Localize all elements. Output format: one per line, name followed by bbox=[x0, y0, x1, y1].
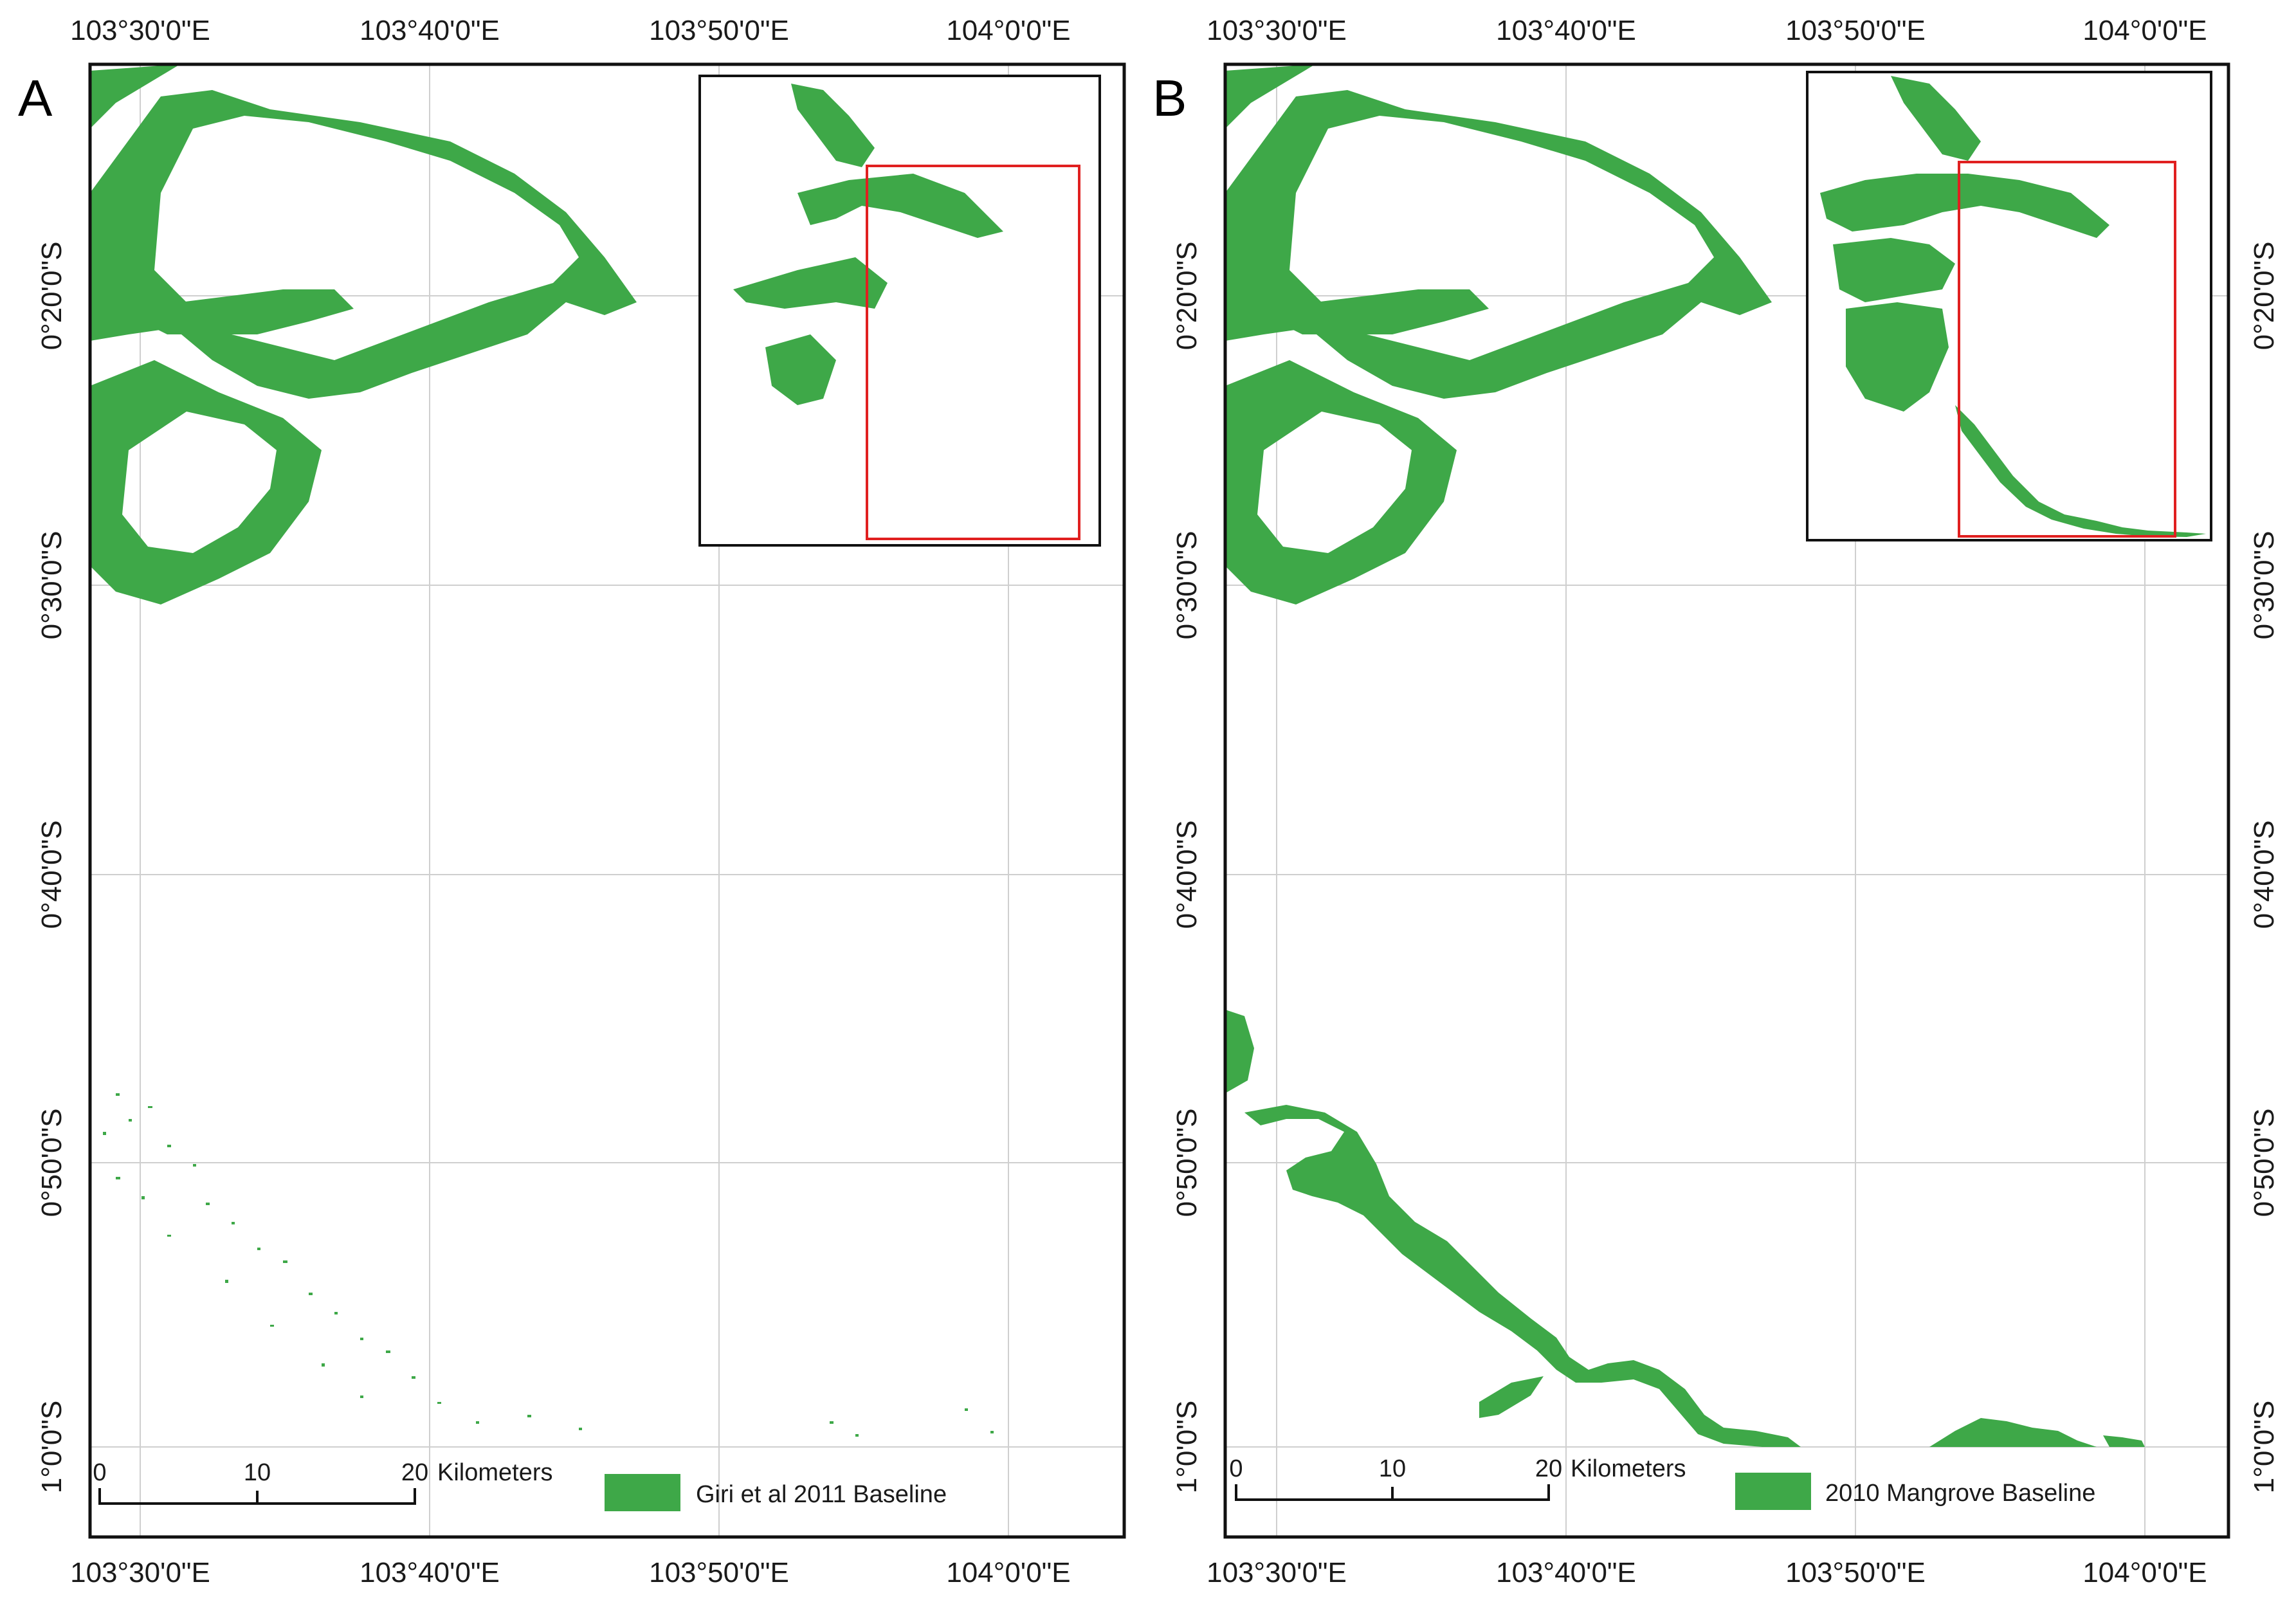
map-frame bbox=[88, 62, 1126, 1539]
lon-label-bottom: 104°0'0"E bbox=[2082, 1557, 2207, 1588]
panel-b: B bbox=[1153, 15, 2280, 1588]
lat-label-right: 0°40'0"S bbox=[2248, 821, 2280, 929]
scale-unit-label: Kilometers bbox=[437, 1459, 553, 1486]
scale-tick-label: 10 bbox=[1379, 1455, 1406, 1482]
inset-extent-box bbox=[1958, 161, 2176, 538]
lon-label-bottom: 104°0'0"E bbox=[946, 1557, 1070, 1588]
legend: Giri et al 2011 Baseline bbox=[605, 1474, 947, 1511]
lat-label-left: 0°20'0"S bbox=[1171, 242, 1203, 350]
lat-label-left: 0°50'0"S bbox=[36, 1109, 68, 1217]
lat-label-left: 0°20'0"S bbox=[36, 242, 68, 350]
inset-map bbox=[698, 75, 1101, 547]
lon-label-top: 103°40'0"E bbox=[360, 15, 500, 46]
legend-label: 2010 Mangrove Baseline bbox=[1825, 1480, 2095, 1507]
lon-label-bottom: 103°40'0"E bbox=[360, 1557, 500, 1588]
lat-label-right: 1°0'0"S bbox=[2248, 1401, 2280, 1493]
mangrove-coverage bbox=[1225, 64, 2145, 1447]
scale-tick-label: 0 bbox=[93, 1459, 106, 1486]
lon-label-top: 103°50'0"E bbox=[649, 15, 789, 46]
lat-label-left: 0°40'0"S bbox=[36, 821, 68, 929]
lat-label-left: 0°30'0"S bbox=[36, 531, 68, 640]
legend-swatch bbox=[1735, 1473, 1811, 1510]
lon-label-top: 104°0'0"E bbox=[946, 15, 1070, 46]
panel-a: A bbox=[18, 15, 1126, 1588]
lon-label-top: 103°30'0"E bbox=[1207, 15, 1347, 46]
lat-label-left: 0°50'0"S bbox=[1171, 1109, 1203, 1217]
lon-label-top: 104°0'0"E bbox=[2082, 15, 2207, 46]
panel-letter: B bbox=[1153, 69, 1187, 127]
lat-label-right: 0°20'0"S bbox=[2248, 242, 2280, 350]
lat-label-left: 0°30'0"S bbox=[1171, 531, 1203, 640]
lon-label-top: 103°40'0"E bbox=[1496, 15, 1636, 46]
map-frame bbox=[1223, 62, 2230, 1539]
lat-label-left: 0°40'0"S bbox=[1171, 821, 1203, 929]
legend-label: Giri et al 2011 Baseline bbox=[696, 1481, 947, 1508]
lat-label-right: 0°30'0"S bbox=[2248, 531, 2280, 640]
mangrove-points bbox=[103, 1093, 994, 1437]
scale-tick-label: 20 bbox=[1535, 1455, 1562, 1482]
inset-extent-box bbox=[866, 165, 1080, 540]
lat-label-left: 1°0'0"S bbox=[1171, 1401, 1203, 1493]
legend-swatch bbox=[605, 1474, 680, 1511]
scale-bar: 0 10 20 Kilometers bbox=[93, 1459, 553, 1505]
lon-label-bottom: 103°50'0"E bbox=[649, 1557, 789, 1588]
lon-label-bottom: 103°30'0"E bbox=[70, 1557, 210, 1588]
scale-tick-label: 0 bbox=[1229, 1455, 1243, 1482]
lon-label-top: 103°50'0"E bbox=[1785, 15, 1926, 46]
inset-map bbox=[1806, 71, 2212, 541]
scale-bar: 0 10 20 Kilometers bbox=[1229, 1455, 1686, 1501]
lon-label-top: 103°30'0"E bbox=[70, 15, 210, 46]
lon-label-bottom: 103°50'0"E bbox=[1785, 1557, 1926, 1588]
lat-label-left: 1°0'0"S bbox=[36, 1401, 68, 1493]
lon-label-bottom: 103°40'0"E bbox=[1496, 1557, 1636, 1588]
scale-tick-label: 20 bbox=[401, 1459, 428, 1486]
scale-tick-label: 10 bbox=[244, 1459, 271, 1486]
panel-letter: A bbox=[18, 69, 53, 127]
mangrove-coverage bbox=[90, 64, 637, 605]
legend: 2010 Mangrove Baseline bbox=[1735, 1473, 2095, 1510]
lon-label-bottom: 103°30'0"E bbox=[1207, 1557, 1347, 1588]
lat-label-right: 0°50'0"S bbox=[2248, 1109, 2280, 1217]
scale-unit-label: Kilometers bbox=[1571, 1455, 1686, 1482]
